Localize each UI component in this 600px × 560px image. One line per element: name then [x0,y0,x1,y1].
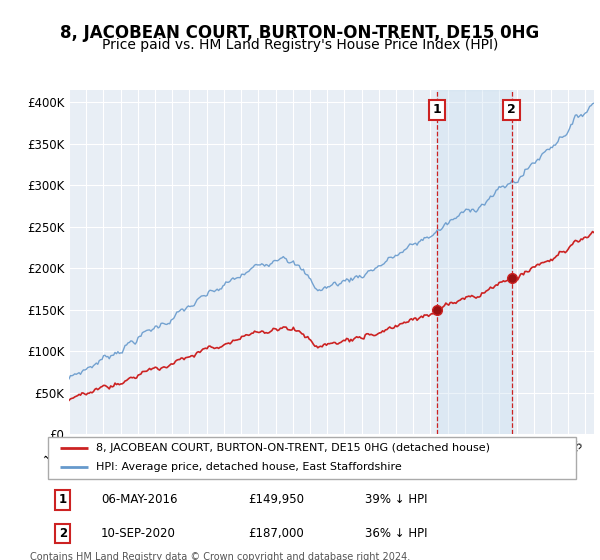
Text: 06-MAY-2016: 06-MAY-2016 [101,493,178,506]
Text: 39% ↓ HPI: 39% ↓ HPI [365,493,427,506]
Bar [437,90,512,434]
Text: £187,000: £187,000 [248,527,304,540]
Text: 36% ↓ HPI: 36% ↓ HPI [365,527,427,540]
Text: 1: 1 [59,493,67,506]
Text: HPI: Average price, detached house, East Staffordshire: HPI: Average price, detached house, East… [95,463,401,473]
Text: 8, JACOBEAN COURT, BURTON-ON-TRENT, DE15 0HG (detached house): 8, JACOBEAN COURT, BURTON-ON-TRENT, DE15… [95,443,490,453]
Text: Price paid vs. HM Land Registry's House Price Index (HPI): Price paid vs. HM Land Registry's House … [102,38,498,52]
Text: Contains HM Land Registry data © Crown copyright and database right 2024.: Contains HM Land Registry data © Crown c… [30,552,410,560]
Text: 2: 2 [507,104,516,116]
Text: 10-SEP-2020: 10-SEP-2020 [101,527,176,540]
Text: 8, JACOBEAN COURT, BURTON-ON-TRENT, DE15 0HG: 8, JACOBEAN COURT, BURTON-ON-TRENT, DE15… [61,24,539,41]
FancyBboxPatch shape [48,437,576,479]
Text: 2: 2 [59,527,67,540]
Text: £149,950: £149,950 [248,493,305,506]
Text: 1: 1 [433,104,441,116]
